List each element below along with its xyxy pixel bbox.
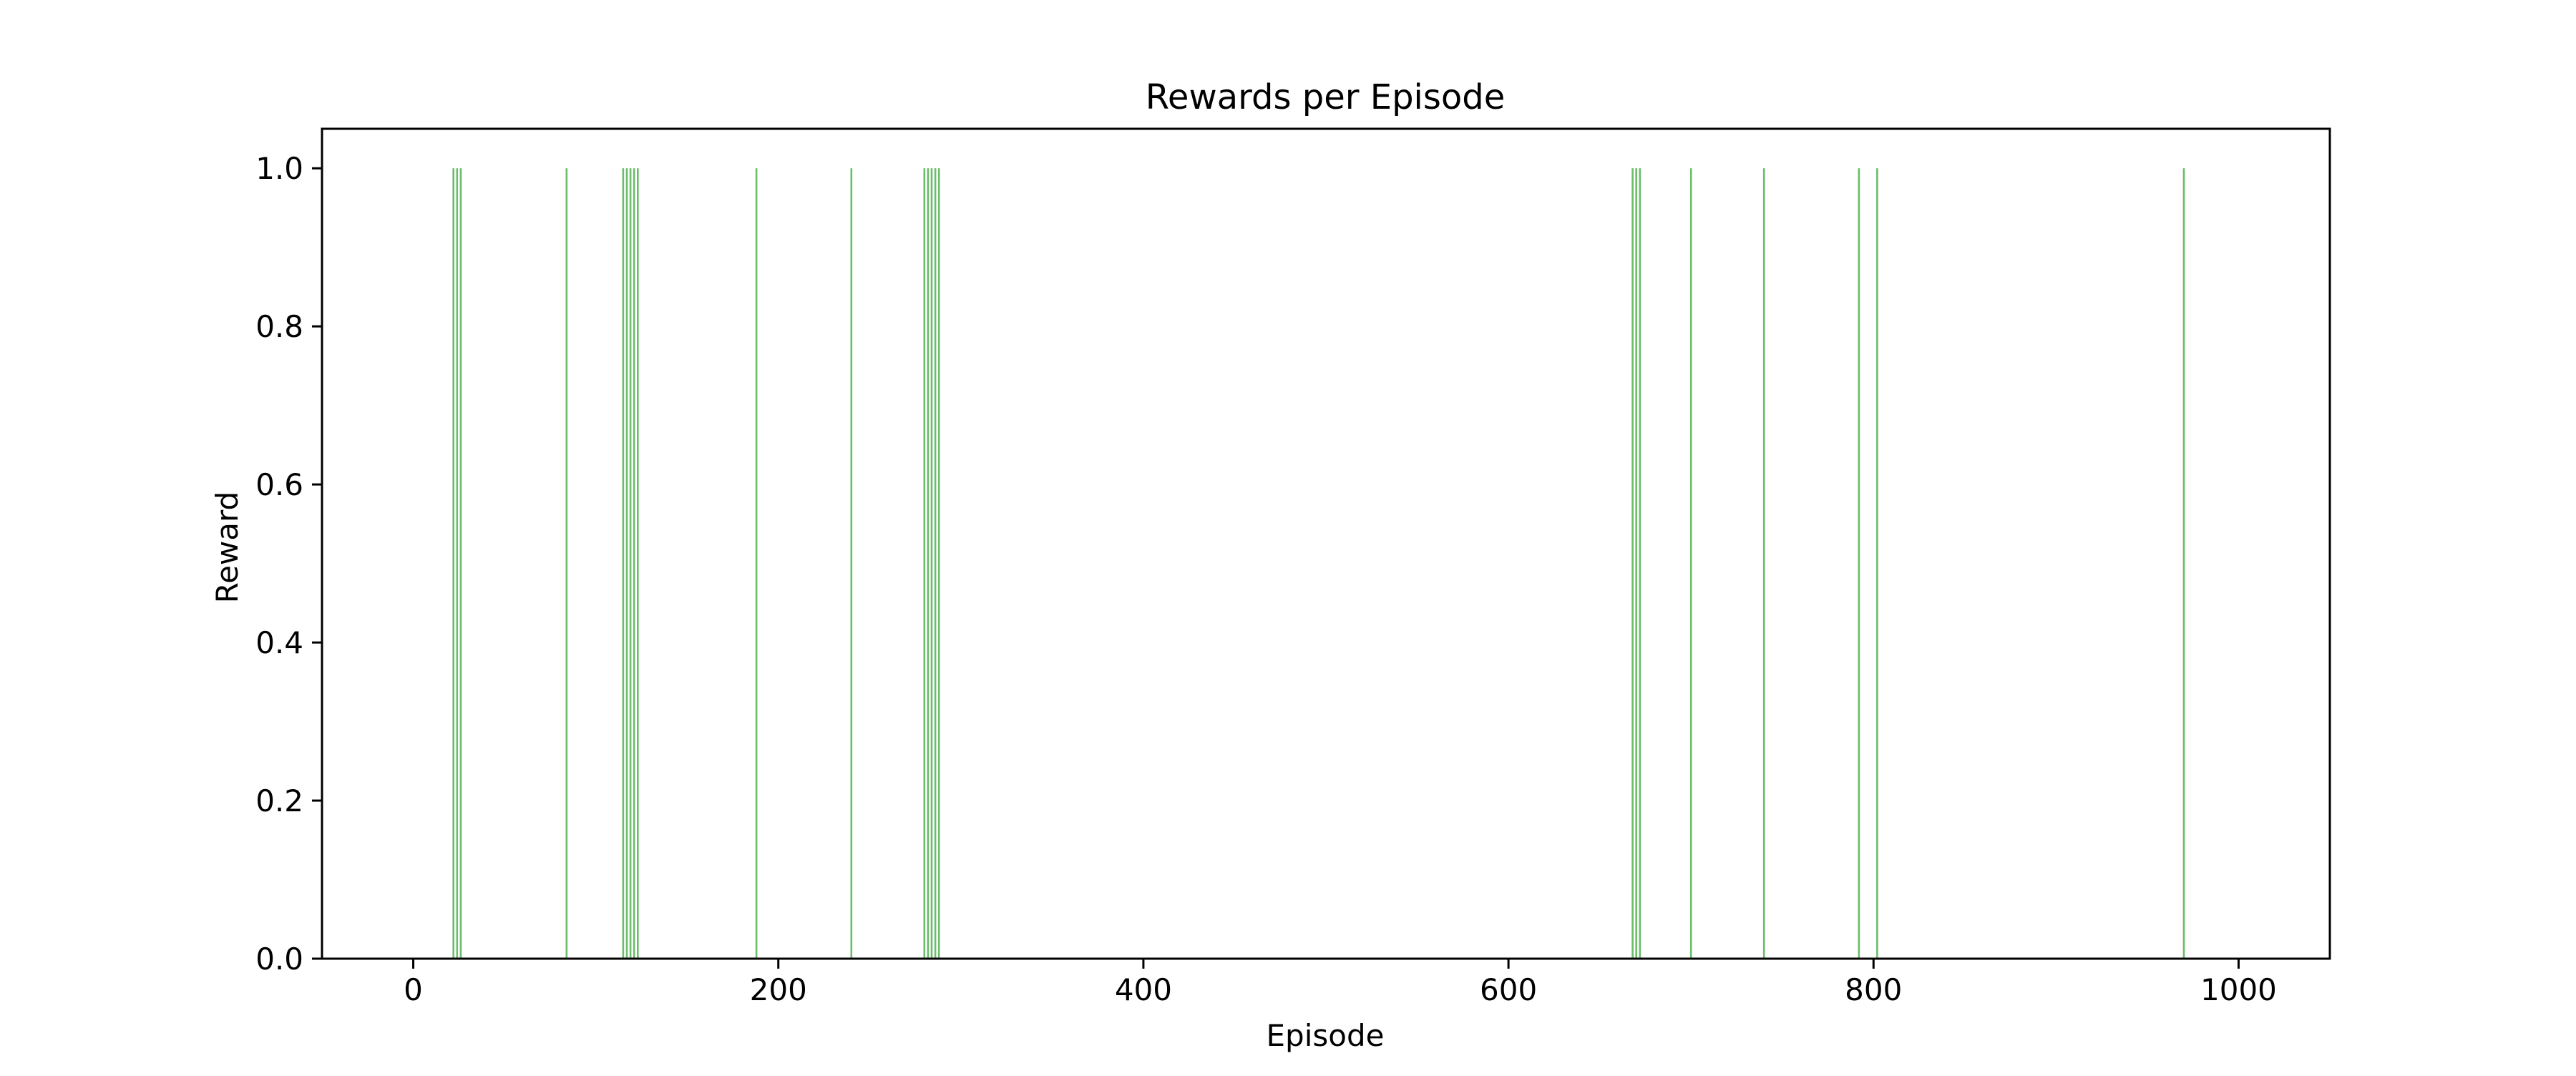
bars-layer (452, 168, 2185, 959)
reward-bar (1635, 168, 1637, 959)
reward-bar (937, 168, 940, 959)
reward-bar (930, 168, 933, 959)
x-tick-label: 400 (1115, 972, 1172, 1007)
reward-bar (452, 168, 454, 959)
reward-bar (625, 168, 628, 959)
reward-bar (456, 168, 459, 959)
y-tick-label: 0.4 (255, 625, 303, 660)
x-axis-label: Episode (1267, 1018, 1385, 1053)
reward-bar (755, 168, 758, 959)
reward-bar (565, 168, 568, 959)
reward-bar (629, 168, 632, 959)
chart-title: Rewards per Episode (1146, 77, 1506, 117)
reward-bar (622, 168, 625, 959)
reward-bar (1762, 168, 1765, 959)
reward-bar (850, 168, 853, 959)
reward-bar (2182, 168, 2185, 959)
x-tick-label: 200 (750, 972, 807, 1007)
reward-bar (1689, 168, 1692, 959)
y-tick-label: 0.8 (255, 309, 303, 344)
plot-frame (321, 127, 2331, 960)
y-tick-label: 0.6 (255, 467, 303, 502)
x-tick-label: 1000 (2200, 972, 2277, 1007)
reward-bar (637, 168, 639, 959)
reward-bar (927, 168, 930, 959)
reward-bar (923, 168, 926, 959)
reward-bar (1858, 168, 1860, 959)
y-axis-label: Reward (210, 491, 245, 603)
x-tick-label: 800 (1845, 972, 1902, 1007)
reward-bar (633, 168, 635, 959)
y-axis: 0.0 0.2 0.4 0.6 0.8 1.0 (255, 151, 322, 977)
reward-bar (1876, 168, 1878, 959)
x-axis: 0 200 400 600 800 1000 (404, 959, 2277, 1007)
reward-bar (1639, 168, 1641, 959)
y-tick-label: 0.2 (255, 783, 303, 818)
x-tick-label: 600 (1480, 972, 1537, 1007)
reward-bar (934, 168, 937, 959)
y-tick-label: 0.0 (255, 942, 303, 977)
x-tick-label: 0 (404, 972, 423, 1007)
y-tick-label: 1.0 (255, 151, 303, 186)
reward-bar (459, 168, 462, 959)
reward-bar (1631, 168, 1634, 959)
